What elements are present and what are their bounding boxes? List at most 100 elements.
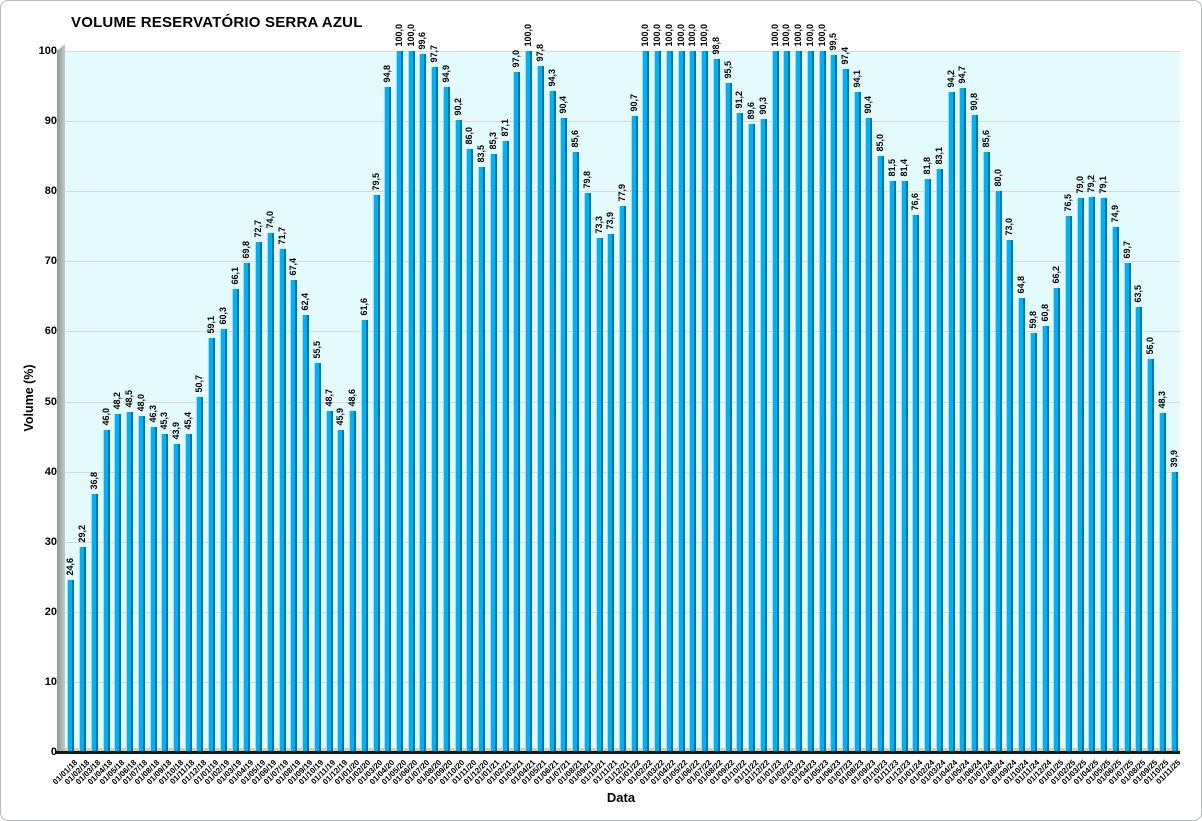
- bar-value-label: 97,0: [511, 50, 522, 68]
- bar: [431, 67, 439, 752]
- bar-value-label: 73,9: [605, 212, 616, 230]
- bar-value-label: 100,0: [640, 24, 651, 47]
- bar: [924, 179, 932, 752]
- bar-value-label: 89,6: [746, 102, 757, 120]
- bar: [149, 427, 157, 752]
- bar: [818, 51, 826, 752]
- y-tick-label: 50: [44, 395, 57, 408]
- bar: [360, 320, 368, 752]
- bar: [79, 547, 87, 752]
- bar-value-label: 100,0: [687, 24, 698, 47]
- bar: [302, 315, 310, 752]
- bar-value-label: 79,8: [581, 171, 592, 189]
- bar: [947, 92, 955, 752]
- bar: [278, 249, 286, 752]
- gridline: [65, 191, 1180, 193]
- bar-value-label: 100,0: [769, 24, 780, 47]
- bar: [806, 51, 814, 752]
- bar: [1088, 197, 1096, 752]
- bar-value-label: 94,8: [382, 65, 393, 83]
- bar: [912, 215, 920, 752]
- bar-value-label: 63,5: [1133, 285, 1144, 303]
- bar-value-label: 59,8: [1027, 311, 1038, 329]
- bar-value-label: 62,4: [300, 293, 311, 311]
- bar-value-label: 100,0: [663, 24, 674, 47]
- bar: [396, 51, 403, 752]
- bar: [407, 51, 415, 752]
- bar: [337, 430, 345, 752]
- bar-value-label: 90,4: [863, 96, 874, 114]
- bar: [219, 329, 227, 752]
- bar-value-label: 83,1: [933, 147, 944, 165]
- x-axis-line: [56, 751, 1180, 754]
- bar-value-label: 79,2: [1086, 175, 1097, 193]
- bar: [783, 51, 791, 752]
- bar-value-label: 100,0: [675, 24, 686, 47]
- bar: [114, 414, 122, 752]
- bar: [1100, 198, 1108, 752]
- bar-value-label: 72,7: [253, 220, 264, 238]
- bar-value-label: 71,7: [276, 227, 287, 245]
- bar-value-label: 100,0: [652, 24, 663, 47]
- bar: [665, 51, 673, 752]
- bar-value-label: 85,6: [570, 130, 581, 148]
- bar: [1041, 326, 1049, 752]
- bar-value-label: 99,5: [828, 33, 839, 51]
- bar-value-label: 69,7: [1121, 241, 1132, 259]
- bar-value-label: 67,4: [288, 258, 299, 276]
- bar-value-label: 97,8: [534, 44, 545, 62]
- bar: [654, 51, 662, 752]
- bar: [1006, 240, 1014, 752]
- bar: [619, 206, 626, 752]
- bar-value-label: 95,5: [722, 61, 733, 79]
- bar-value-label: 100,0: [699, 24, 710, 47]
- bar: [501, 141, 509, 752]
- bar-value-label: 45,9: [335, 408, 346, 426]
- bar: [1158, 413, 1166, 752]
- bar: [1018, 298, 1026, 752]
- bar-value-label: 45,3: [159, 412, 170, 430]
- bar-value-label: 94,1: [851, 70, 862, 88]
- bar: [888, 181, 896, 752]
- bar: [454, 120, 462, 752]
- bar-value-label: 94,7: [957, 66, 968, 84]
- bar: [560, 118, 568, 752]
- bar: [1170, 472, 1178, 752]
- bar: [90, 494, 98, 752]
- bar: [255, 242, 263, 752]
- bar: [842, 69, 849, 752]
- chart-title: VOLUME RESERVATÓRIO SERRA AZUL: [71, 14, 363, 31]
- bar-value-label: 100,0: [523, 24, 534, 47]
- bar-value-label: 48,7: [323, 389, 334, 407]
- bar-value-label: 29,2: [77, 525, 88, 543]
- bar-value-label: 48,3: [1156, 391, 1167, 409]
- bar-value-label: 90,8: [969, 93, 980, 111]
- bar: [67, 580, 75, 752]
- bar-value-label: 85,3: [487, 132, 498, 150]
- bar-value-label: 43,9: [171, 422, 181, 440]
- x-axis-title: Data: [606, 790, 636, 805]
- bar: [583, 193, 591, 752]
- bar: [877, 156, 885, 752]
- bar: [419, 54, 427, 752]
- bar: [1111, 227, 1119, 752]
- bar-value-label: 94,9: [440, 65, 451, 83]
- plot-area: 24,6 29,2 36,8 46,0 48,2 48,5 48,0 46,3 45,3 43,9…: [56, 24, 1180, 754]
- bar: [102, 430, 110, 752]
- bar: [701, 51, 709, 752]
- bar-value-label: 60,3: [217, 307, 228, 325]
- bar-value-label: 94,3: [546, 69, 557, 87]
- bar: [266, 233, 274, 752]
- bar-value-label: 94,2: [945, 70, 956, 88]
- bar: [959, 88, 967, 752]
- left-wall-3d: [57, 44, 65, 752]
- bar-value-label: 48,6: [347, 389, 358, 407]
- y-tick-label: 0: [50, 746, 57, 758]
- y-tick-label: 10: [44, 675, 57, 688]
- bar-value-label: 100,0: [804, 24, 815, 47]
- y-tick-label: 40: [44, 465, 57, 478]
- y-tick-label: 30: [44, 535, 57, 548]
- bar-value-label: 85,6: [980, 130, 991, 148]
- bar: [1065, 216, 1072, 752]
- bar-value-label: 81,5: [886, 159, 897, 177]
